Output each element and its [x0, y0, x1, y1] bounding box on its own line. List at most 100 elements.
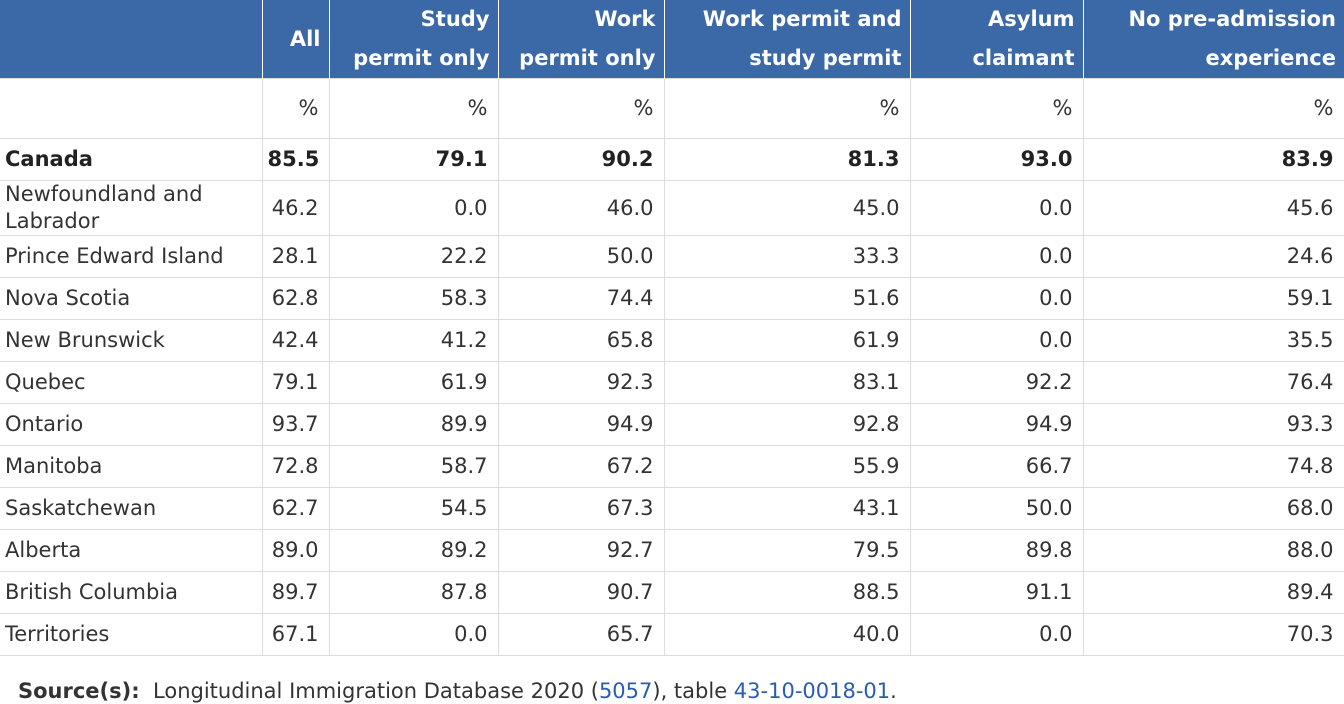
table-row: New Brunswick 42.4 41.2 65.8 61.9 0.0 35.5 — [0, 319, 1344, 362]
value-cell: 67.2 — [497, 445, 665, 488]
header-text: study permit — [749, 46, 902, 70]
value-cell: 67.3 — [497, 487, 665, 530]
value-cell: 65.7 — [497, 613, 665, 656]
value-cell: 74.4 — [497, 277, 665, 320]
header-text: Work permit and — [702, 7, 902, 31]
table-row: Ontario 93.7 89.9 94.9 92.8 94.9 93.3 — [0, 403, 1344, 446]
value-cell: 85.5 — [261, 138, 330, 181]
table-row: Manitoba 72.8 58.7 67.2 55.9 66.7 74.8 — [0, 445, 1344, 488]
value-cell: 90.7 — [497, 571, 665, 614]
value-cell: 92.8 — [663, 403, 911, 446]
value-cell: 94.9 — [909, 403, 1084, 446]
value-cell: 54.5 — [328, 487, 499, 530]
value-cell: 92.7 — [497, 529, 665, 572]
table-row: Prince Edward Island 28.1 22.2 50.0 33.3 0.0 2… — [0, 235, 1344, 278]
row-label: Ontario — [0, 403, 263, 446]
value-cell: 79.1 — [328, 138, 499, 181]
source-text: ), table — [652, 679, 734, 703]
value-cell: 93.0 — [909, 138, 1084, 181]
row-label: Saskatchewan — [0, 487, 263, 530]
value-cell: 51.6 — [663, 277, 911, 320]
header-text: All — [289, 26, 321, 51]
value-cell: 81.3 — [663, 138, 911, 181]
row-label: New Brunswick — [0, 319, 263, 362]
value-cell: 43.1 — [663, 487, 911, 530]
source-link[interactable]: 5057 — [598, 679, 653, 703]
value-cell: 67.1 — [261, 613, 330, 656]
value-cell: 74.8 — [1082, 445, 1344, 488]
value-cell: 46.0 — [497, 180, 665, 236]
value-cell: 35.5 — [1082, 319, 1344, 362]
value-cell: 87.8 — [328, 571, 499, 614]
header-text: No pre-admission — [1128, 7, 1336, 31]
data-table: All Study permit only Work permit only Work p… — [0, 0, 1344, 656]
column-header: Work permit and study permit — [663, 0, 910, 79]
value-cell: 92.2 — [909, 361, 1084, 404]
value-cell: 89.0 — [261, 529, 330, 572]
table-body: %%%%%% Canada 85.5 79.1 90.2 81.3 93.0 83.9 Newf… — [0, 78, 1344, 656]
header-text: Asylum — [988, 7, 1075, 31]
value-cell: 66.7 — [909, 445, 1084, 488]
source-label: Source(s): — [18, 679, 140, 703]
value-cell: 58.3 — [328, 277, 499, 320]
value-cell: 76.4 — [1082, 361, 1344, 404]
value-cell: 88.0 — [1082, 529, 1344, 572]
table-row: Quebec 79.1 61.9 92.3 83.1 92.2 76.4 — [0, 361, 1344, 404]
cell — [0, 78, 263, 139]
table-row: Newfoundland and Labrador 46.2 0.0 46.0 45.0… — [0, 180, 1344, 236]
value-cell: 0.0 — [328, 180, 499, 236]
value-cell: 88.5 — [663, 571, 911, 614]
header-text: permit only — [519, 46, 656, 70]
table-row: British Columbia 89.7 87.8 90.7 88.5 91.1 89.4 — [0, 571, 1344, 614]
row-label: Canada — [0, 138, 263, 181]
value-cell: 45.6 — [1082, 180, 1344, 236]
source-note: Source(s): Longitudinal Immigration Data… — [18, 679, 897, 703]
value-cell: 62.7 — [261, 487, 330, 530]
value-cell: 0.0 — [909, 180, 1084, 236]
value-cell: 0.0 — [909, 613, 1084, 656]
column-header: Study permit only — [328, 0, 498, 79]
value-cell: 50.0 — [909, 487, 1084, 530]
row-label: Newfoundland and Labrador — [0, 180, 263, 236]
value-cell: 93.7 — [261, 403, 330, 446]
value-cell: 91.1 — [909, 571, 1084, 614]
value-cell: 61.9 — [663, 319, 911, 362]
unit-cell: % — [328, 78, 499, 139]
unit-cell: % — [663, 78, 911, 139]
unit-cell: % — [497, 78, 665, 139]
source-text: . — [890, 679, 897, 703]
value-cell: 0.0 — [909, 319, 1084, 362]
unit-cell: % — [261, 78, 330, 139]
value-cell: 62.8 — [261, 277, 330, 320]
value-cell: 33.3 — [663, 235, 911, 278]
value-cell: 79.5 — [663, 529, 911, 572]
value-cell: 89.2 — [328, 529, 499, 572]
header-text: claimant — [972, 46, 1075, 70]
value-cell: 83.1 — [663, 361, 911, 404]
value-cell: 22.2 — [328, 235, 499, 278]
value-cell: 55.9 — [663, 445, 911, 488]
value-cell: 46.2 — [261, 180, 330, 236]
value-cell: 89.4 — [1082, 571, 1344, 614]
value-cell: 65.8 — [497, 319, 665, 362]
source-link[interactable]: 43-10-0018-01 — [733, 679, 891, 703]
column-header: No pre-admission experience — [1082, 0, 1344, 79]
table-row: Territories 67.1 0.0 65.7 40.0 0.0 70.3 — [0, 613, 1344, 656]
value-cell: 83.9 — [1082, 138, 1344, 181]
table-row: Canada 85.5 79.1 90.2 81.3 93.0 83.9 — [0, 138, 1344, 181]
value-cell: 72.8 — [261, 445, 330, 488]
value-cell: 58.7 — [328, 445, 499, 488]
value-cell: 92.3 — [497, 361, 665, 404]
header-text: Study — [420, 7, 490, 31]
row-label: Territories — [0, 613, 263, 656]
value-cell: 0.0 — [909, 235, 1084, 278]
value-cell: 79.1 — [261, 361, 330, 404]
value-cell: 90.2 — [497, 138, 665, 181]
row-label: Alberta — [0, 529, 263, 572]
value-cell: 0.0 — [328, 613, 499, 656]
value-cell: 94.9 — [497, 403, 665, 446]
value-cell: 24.6 — [1082, 235, 1344, 278]
value-cell: 89.7 — [261, 571, 330, 614]
header-row: All Study permit only Work permit only Work p… — [0, 0, 1344, 79]
table-row: Nova Scotia 62.8 58.3 74.4 51.6 0.0 59.1 — [0, 277, 1344, 320]
